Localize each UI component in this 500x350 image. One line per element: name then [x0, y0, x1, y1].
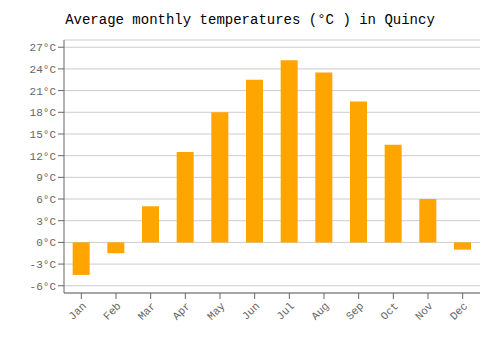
svg-text:15°C: 15°C	[30, 129, 57, 141]
svg-text:May: May	[205, 300, 228, 323]
svg-text:Jun: Jun	[240, 300, 262, 322]
svg-text:Sep: Sep	[344, 300, 366, 322]
svg-text:Nov: Nov	[413, 300, 436, 323]
html-text:Average monthly temperatures (: Average monthly temperatures (°C ) in Qu…	[65, 12, 435, 28]
svg-text:Feb: Feb	[101, 300, 123, 322]
svg-text:Aug: Aug	[309, 300, 331, 322]
svg-text:0°C: 0°C	[36, 237, 56, 249]
svg-text:18°C: 18°C	[30, 107, 57, 119]
svg-text:Jul: Jul	[274, 300, 296, 322]
svg-text:3°C: 3°C	[36, 216, 56, 228]
svg-text:Mar: Mar	[136, 300, 158, 322]
svg-text:9°C: 9°C	[36, 172, 56, 184]
svg-text:Jan: Jan	[66, 300, 88, 322]
svg-text:Dec: Dec	[448, 300, 470, 322]
svg-text:-6°C: -6°C	[30, 281, 57, 293]
svg-text:21°C: 21°C	[30, 86, 57, 98]
svg-text:Apr: Apr	[170, 300, 192, 322]
svg-text:27°C: 27°C	[30, 42, 57, 54]
svg-text:6°C: 6°C	[36, 194, 56, 206]
svg-text:Oct: Oct	[378, 300, 400, 322]
svg-text:-3°C: -3°C	[30, 259, 57, 271]
svg-text:12°C: 12°C	[30, 151, 57, 163]
svg-text:24°C: 24°C	[30, 64, 57, 76]
